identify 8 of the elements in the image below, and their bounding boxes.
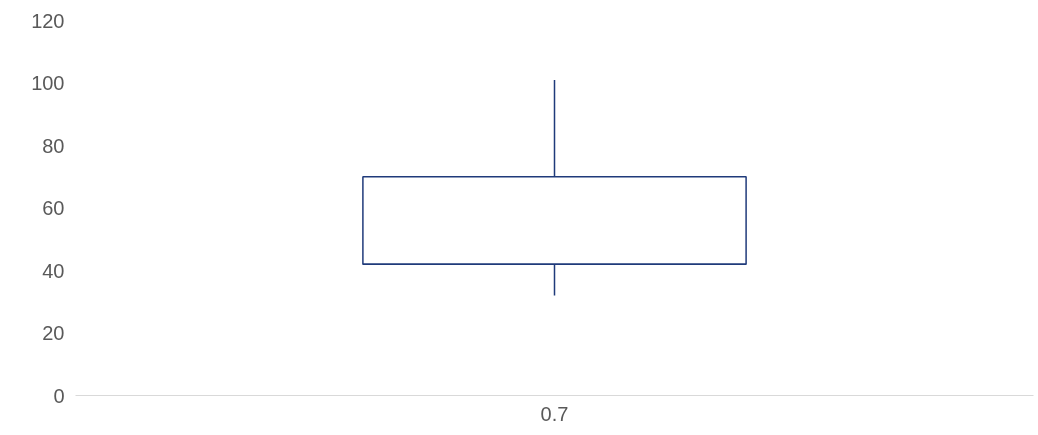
x-tick-label: 0.7 (540, 402, 569, 425)
y-tick-label: 120 (31, 9, 65, 32)
y-tick-label: 20 (42, 322, 65, 344)
y-tick-label: 80 (42, 134, 65, 157)
y-tick-label: 60 (42, 197, 65, 219)
y-tick-label: 0 (53, 384, 65, 407)
y-tick-label: 40 (42, 259, 65, 282)
y-tick-label: 100 (31, 72, 65, 94)
